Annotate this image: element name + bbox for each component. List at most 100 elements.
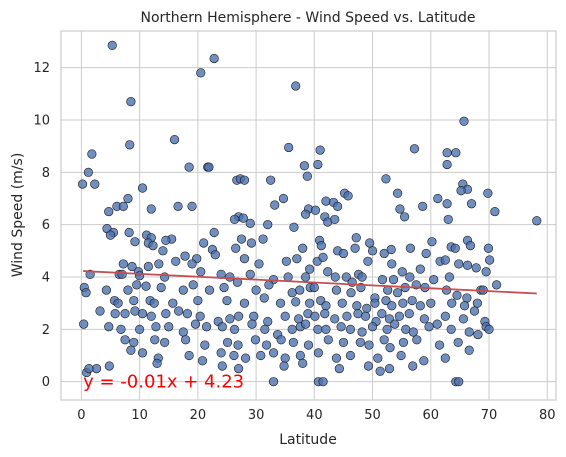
data-point — [137, 183, 148, 193]
data-point — [492, 280, 502, 290]
data-point — [370, 298, 380, 308]
data-point — [289, 222, 299, 232]
x-tick-label: 80 — [539, 408, 556, 423]
data-point — [268, 377, 279, 387]
data-point — [350, 243, 360, 253]
data-point — [418, 201, 428, 211]
y-tick-label: 10 — [33, 113, 50, 128]
data-point — [387, 301, 397, 311]
data-point — [154, 259, 164, 269]
data-point — [440, 353, 450, 363]
data-point — [454, 259, 464, 269]
data-point — [459, 301, 470, 311]
data-point — [473, 329, 483, 340]
y-tick-label: 6 — [42, 218, 50, 233]
data-point — [388, 275, 399, 285]
data-point — [113, 298, 123, 308]
data-point — [209, 227, 219, 238]
data-point — [337, 298, 347, 308]
data-point — [258, 234, 268, 244]
data-point — [152, 358, 162, 368]
data-point — [313, 348, 324, 358]
data-point — [404, 309, 414, 319]
data-point — [381, 174, 391, 184]
data-point — [398, 298, 408, 308]
data-point — [398, 337, 409, 348]
data-point — [238, 213, 248, 223]
data-points — [77, 40, 542, 387]
data-point — [415, 264, 425, 274]
data-point — [178, 285, 188, 295]
data-point — [247, 319, 257, 329]
data-point — [264, 280, 274, 290]
data-point — [442, 148, 452, 158]
data-point — [118, 201, 128, 211]
data-point — [396, 350, 406, 361]
data-point — [291, 81, 301, 91]
data-point — [182, 309, 192, 319]
data-point — [209, 53, 219, 64]
data-point — [105, 230, 116, 240]
data-point — [357, 272, 367, 282]
data-point — [342, 311, 352, 321]
data-point — [375, 366, 385, 376]
data-point — [187, 201, 197, 211]
data-point — [462, 260, 473, 270]
data-point — [299, 161, 310, 171]
data-point — [377, 275, 388, 285]
data-point — [485, 255, 495, 265]
data-point — [333, 201, 343, 211]
data-point — [222, 337, 233, 348]
data-point — [239, 175, 250, 185]
data-point — [168, 298, 178, 308]
data-point — [300, 319, 311, 329]
data-point — [222, 295, 232, 306]
data-point — [419, 356, 429, 366]
data-point — [412, 335, 422, 345]
data-point — [184, 350, 194, 361]
data-point — [127, 261, 137, 272]
data-point — [187, 259, 197, 269]
data-point — [160, 337, 170, 348]
data-point — [341, 272, 351, 282]
data-point — [300, 209, 311, 219]
data-point — [397, 267, 407, 277]
data-point — [219, 282, 229, 293]
data-point — [426, 298, 436, 308]
data-point — [210, 250, 220, 260]
data-point — [135, 271, 145, 281]
data-point — [363, 256, 373, 266]
data-point — [387, 259, 397, 269]
y-axis-title: Wind Speed (m/s) — [10, 153, 26, 278]
data-point — [251, 285, 261, 295]
data-point — [393, 188, 403, 198]
data-point — [302, 171, 312, 181]
data-point — [330, 314, 340, 324]
data-point — [472, 298, 482, 308]
data-point — [444, 272, 455, 282]
data-point — [129, 295, 139, 306]
data-point — [241, 353, 251, 363]
data-point — [310, 311, 320, 321]
data-point — [390, 319, 400, 329]
data-point — [330, 272, 340, 282]
data-point — [161, 235, 171, 245]
data-point — [440, 255, 450, 265]
data-point — [466, 199, 477, 209]
data-point — [169, 135, 180, 145]
chart-title: Northern Hemisphere - Wind Speed vs. Lat… — [140, 10, 475, 26]
data-point — [164, 322, 174, 332]
data-point — [284, 142, 294, 153]
data-point — [490, 206, 500, 217]
data-point — [287, 324, 297, 334]
data-point — [270, 200, 280, 210]
x-tick-label: 10 — [131, 408, 148, 423]
data-point — [204, 285, 215, 295]
data-point — [84, 363, 94, 374]
data-point — [104, 361, 114, 371]
data-point — [126, 345, 136, 355]
data-point — [236, 234, 247, 244]
data-point — [239, 254, 250, 264]
data-point — [384, 363, 395, 374]
